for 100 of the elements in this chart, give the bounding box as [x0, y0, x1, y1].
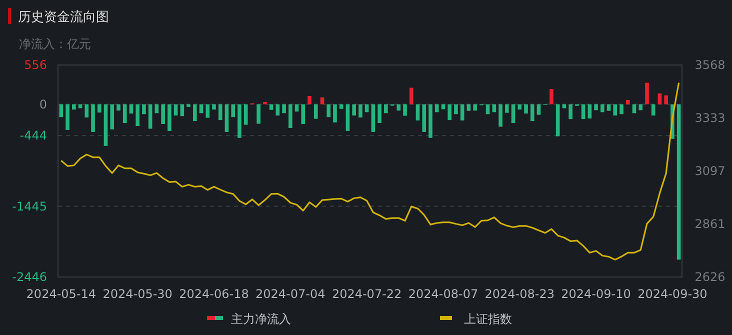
- x-tick-label: 2024-09-10: [561, 287, 631, 301]
- bar: [606, 104, 611, 111]
- bar: [434, 104, 439, 112]
- legend-label: 上证指数: [464, 312, 512, 326]
- legend-label: 主力净流入: [231, 312, 291, 326]
- bar: [396, 104, 401, 111]
- bar: [192, 104, 197, 122]
- x-tick-label: 2024-08-23: [484, 287, 555, 301]
- bar: [206, 104, 210, 118]
- bar: [524, 104, 528, 114]
- bar: [428, 104, 432, 138]
- bar: [72, 104, 76, 110]
- x-tick-label: 2024-06-18: [179, 287, 249, 301]
- bar: [626, 100, 630, 104]
- bar: [676, 104, 681, 260]
- bar: [136, 104, 140, 126]
- bar: [466, 104, 471, 111]
- x-tick-label: 2024-07-04: [256, 287, 326, 301]
- bar: [378, 104, 382, 124]
- bar: [97, 104, 102, 113]
- y2-tick-label: 2626: [694, 270, 726, 284]
- x-tick-label: 2024-05-30: [102, 287, 172, 301]
- bar: [460, 104, 464, 120]
- y-tick-label: 0: [39, 97, 47, 112]
- bar: [530, 104, 534, 122]
- bar: [422, 104, 426, 132]
- bar: [91, 104, 95, 132]
- chart-title: 历史资金流向图: [18, 9, 109, 25]
- bar: [282, 104, 286, 114]
- bar: [454, 104, 458, 114]
- x-tick-label: 2024-08-07: [408, 287, 478, 301]
- bar: [326, 104, 331, 118]
- bar: [600, 104, 604, 112]
- y2-tick-label: 3568: [694, 58, 726, 72]
- bar: [352, 104, 356, 116]
- bar: [664, 95, 668, 104]
- bar: [651, 104, 656, 116]
- bar: [409, 88, 414, 104]
- bar: [263, 102, 267, 104]
- bar: [645, 82, 649, 104]
- bar: [308, 96, 312, 104]
- bar: [403, 104, 407, 116]
- bar: [84, 104, 89, 118]
- bar: [658, 93, 662, 104]
- y-tick-label: -2446: [12, 270, 47, 284]
- bar: [66, 104, 70, 130]
- bar: [238, 104, 242, 138]
- bar: [269, 104, 274, 110]
- bar: [588, 104, 592, 118]
- bar: [122, 104, 127, 124]
- bar: [518, 104, 522, 110]
- bar: [384, 104, 388, 114]
- y-tick-label: -444: [20, 128, 47, 143]
- bar: [550, 89, 554, 104]
- y-tick-label: 556: [24, 58, 47, 72]
- bar: [613, 104, 618, 116]
- bar: [288, 104, 292, 128]
- bar: [231, 104, 236, 118]
- bar: [620, 104, 624, 114]
- bar: [256, 104, 260, 124]
- y2-tick-label: 3097: [694, 164, 726, 178]
- bar: [314, 104, 318, 119]
- bar: [320, 97, 324, 104]
- bar: [568, 104, 572, 120]
- bar: [212, 104, 216, 110]
- y-tick-label: -1445: [12, 199, 47, 214]
- bar: [161, 104, 165, 124]
- bar: [186, 104, 190, 107]
- bar: [301, 104, 306, 124]
- y-axis-title: 净流入：亿元: [19, 37, 91, 51]
- bar: [638, 104, 643, 110]
- bar: [142, 104, 146, 114]
- x-tick-label: 2024-05-14: [26, 287, 96, 301]
- bar: [371, 104, 376, 132]
- y2-tick-label: 3333: [694, 110, 726, 125]
- bar: [276, 104, 280, 116]
- line-series: [60, 82, 680, 260]
- bar: [110, 104, 114, 130]
- bar: [556, 104, 560, 136]
- bar: [416, 104, 420, 120]
- bar: [333, 104, 337, 122]
- bar: [358, 104, 362, 118]
- bar: [511, 104, 516, 124]
- x-tick-label: 2024-07-22: [332, 287, 402, 301]
- bar: [116, 104, 120, 111]
- y2-tick-label: 2861: [694, 217, 726, 232]
- bar: [168, 104, 172, 131]
- bar: [174, 104, 178, 116]
- bar: [224, 104, 229, 132]
- bar: [339, 104, 344, 109]
- bar: [498, 104, 502, 127]
- bar: [504, 104, 509, 113]
- bar: [346, 104, 350, 131]
- x-tick-label: 2024-09-30: [638, 287, 708, 301]
- bar: [448, 104, 452, 120]
- bar: [218, 104, 222, 120]
- bar: [536, 104, 541, 115]
- bar: [148, 104, 152, 129]
- bar: [473, 104, 477, 111]
- bar: [104, 104, 108, 146]
